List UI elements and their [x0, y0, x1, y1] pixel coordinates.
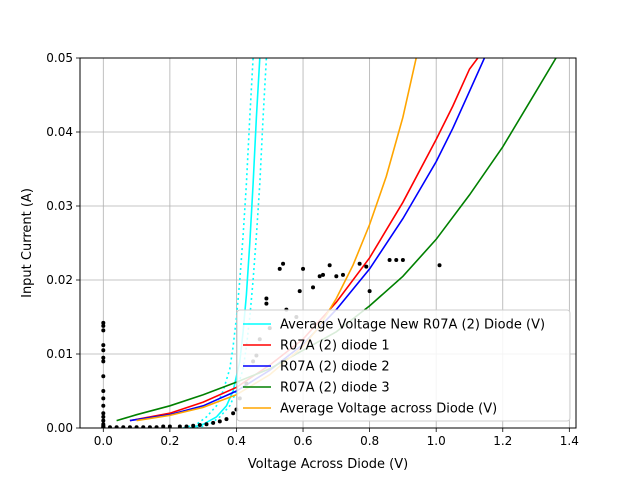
scatter-point	[224, 417, 229, 422]
scatter-point	[317, 274, 322, 279]
scatter-point	[340, 272, 345, 277]
y-tick-label: 0.02	[46, 273, 73, 287]
scatter-point	[211, 420, 216, 425]
scatter-point	[231, 411, 236, 416]
scatter-point	[161, 424, 166, 428]
x-tick-label: 0.8	[360, 434, 379, 448]
x-tick-label: 0.4	[227, 434, 246, 448]
legend-label: R07A (2) diode 2	[280, 360, 390, 375]
scatter-point	[321, 272, 326, 277]
scatter-point	[101, 423, 106, 428]
scatter-point	[264, 296, 269, 301]
scatter-point	[281, 261, 286, 266]
legend-label: Average Voltage New R07A (2) Diode (V)	[280, 318, 545, 333]
scatter-point	[101, 418, 106, 423]
scatter-point	[191, 423, 196, 428]
plot-frame	[79, 57, 577, 429]
y-tick-label: 0.01	[46, 347, 73, 361]
legend: Average Voltage New R07A (2) Diode (V) R0…	[236, 309, 571, 422]
scatter-point	[327, 263, 332, 268]
scatter-point	[364, 264, 369, 269]
scatter-point	[387, 258, 392, 263]
scatter-point	[277, 266, 282, 271]
legend-label: R07A (2) diode 1	[280, 339, 390, 354]
scatter-point	[437, 263, 442, 268]
legend-label: R07A (2) diode 3	[280, 381, 390, 396]
y-tick-label: 0.00	[46, 421, 73, 435]
scatter-point	[167, 424, 172, 428]
scatter-point	[101, 396, 106, 401]
scatter-point	[357, 261, 362, 266]
scatter-point	[334, 274, 339, 279]
series-line-1	[182, 58, 254, 428]
x-tick-label: 0.2	[160, 434, 179, 448]
y-axis-label: Input Current (A)	[20, 188, 35, 298]
scatter-point	[297, 289, 302, 294]
x-tick-label: 1.4	[560, 434, 579, 448]
y-tick-label: 0.04	[46, 125, 73, 139]
y-axis-ticks: 0.00 0.01 0.02 0.03 0.04 0.05	[46, 51, 80, 435]
scatter-point	[127, 425, 132, 428]
y-tick-label: 0.03	[46, 199, 73, 213]
scatter-point	[101, 348, 106, 353]
scatter-point	[101, 411, 106, 416]
scatter-point	[264, 301, 269, 306]
x-tick-label: 0.6	[293, 434, 312, 448]
scatter-point	[141, 425, 146, 428]
scatter-point	[101, 343, 106, 348]
scatter-point	[101, 328, 106, 333]
scatter-point	[177, 424, 182, 428]
series-line-2	[196, 58, 268, 428]
scatter-point	[184, 424, 189, 428]
y-tick-label: 0.05	[46, 51, 73, 65]
scatter-point	[301, 266, 306, 271]
scatter-point	[394, 258, 399, 263]
scatter-point	[147, 425, 152, 428]
scatter-point	[107, 425, 112, 428]
scatter-point	[101, 414, 106, 419]
legend-box	[236, 309, 571, 422]
scatter-point	[197, 423, 202, 428]
x-tick-label: 0.0	[94, 434, 113, 448]
scatter-point	[311, 285, 316, 290]
series-line-3	[129, 58, 479, 422]
scatter-point	[154, 425, 159, 428]
x-axis-label: Voltage Across Diode (V)	[248, 457, 408, 472]
x-axis-ticks: 0.0 0.2 0.4 0.6 0.8 1.0 1.2 1.4	[94, 428, 579, 448]
scatter-point	[101, 355, 106, 360]
scatter-point	[367, 289, 372, 294]
scatter-point	[134, 425, 139, 428]
scatter-point	[101, 359, 106, 364]
scatter-point	[101, 320, 106, 325]
scatter-point	[204, 422, 209, 427]
scatter-point	[121, 425, 126, 428]
scatter-point	[400, 258, 405, 263]
scatter-point	[114, 425, 119, 428]
x-tick-label: 1.0	[427, 434, 446, 448]
scatter-point	[101, 389, 106, 393]
scatter-point	[101, 403, 106, 408]
x-tick-label: 1.2	[493, 434, 512, 448]
scatter-point	[217, 419, 222, 424]
scatter-point	[101, 323, 106, 328]
legend-label: Average Voltage across Diode (V)	[280, 402, 497, 417]
scatter-point	[101, 374, 106, 379]
